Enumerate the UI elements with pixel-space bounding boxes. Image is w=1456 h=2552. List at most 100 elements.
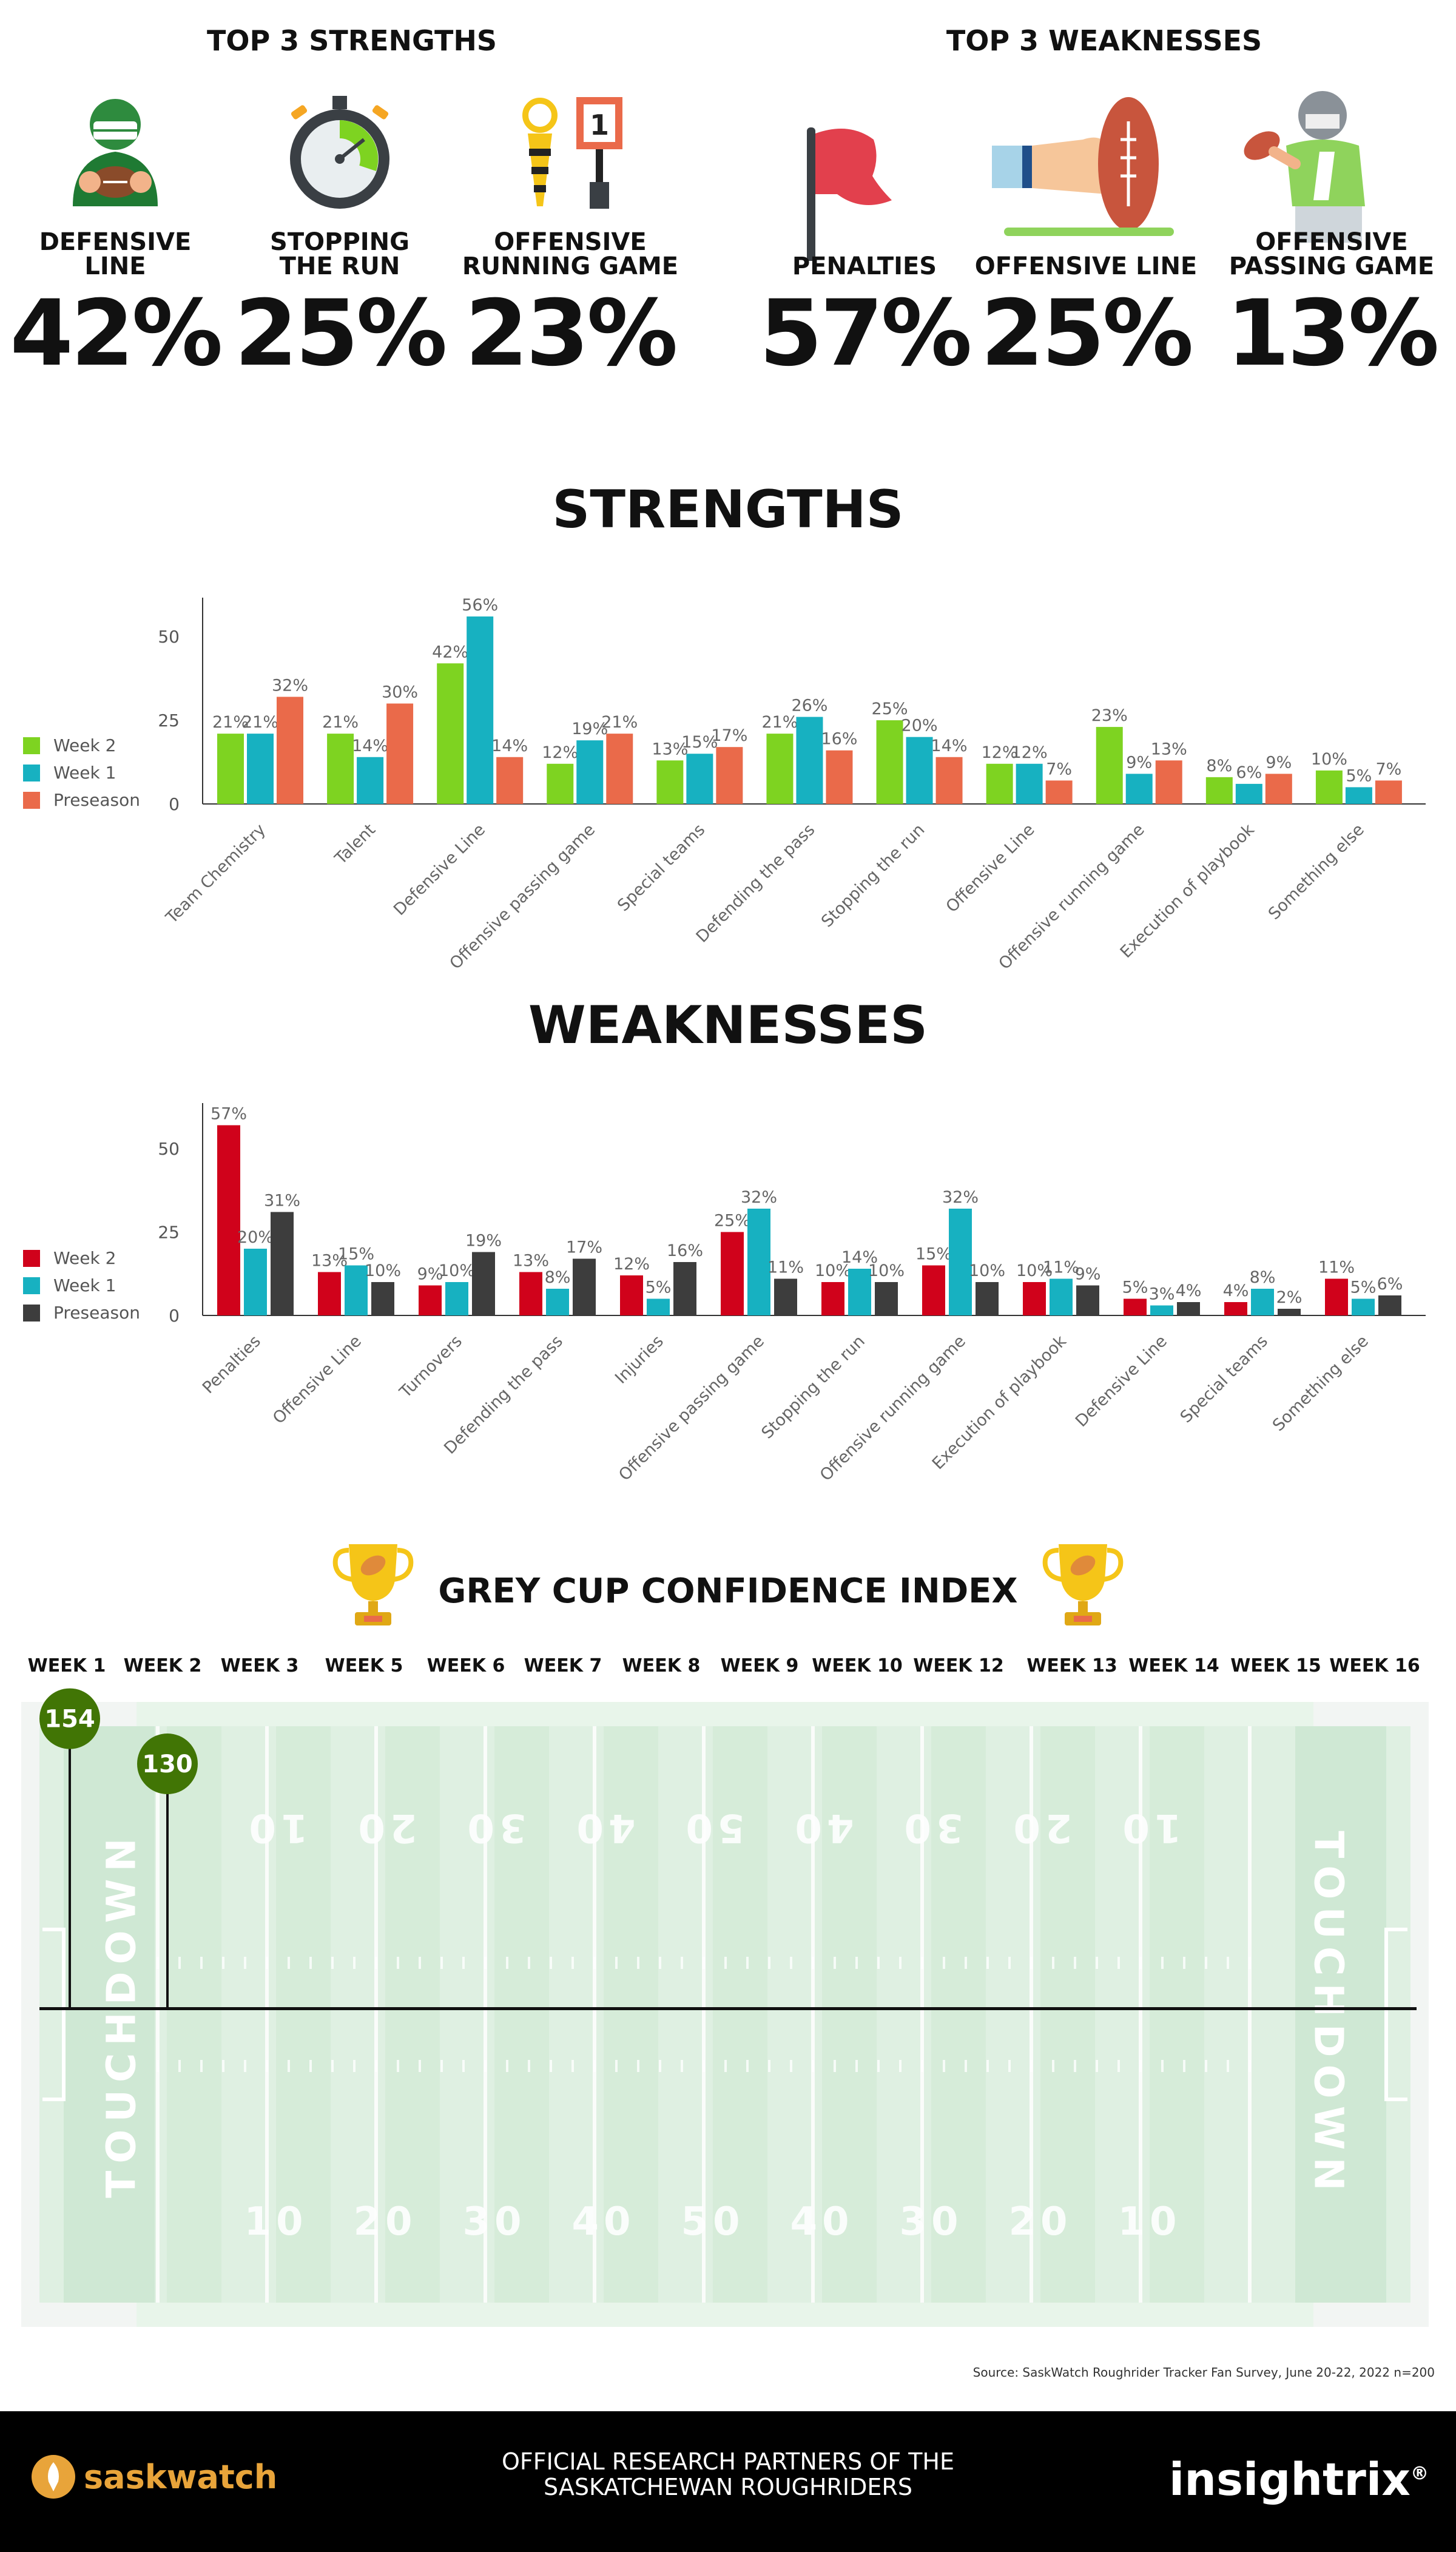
bar (1278, 1309, 1301, 1315)
bar-value-label: 20% (237, 1228, 274, 1247)
bar-value-label: 10% (815, 1261, 851, 1280)
bar-value-label: 10% (365, 1261, 401, 1280)
legend-label: Preseason (53, 1303, 140, 1323)
bar (1124, 1298, 1147, 1315)
bar-value-label: 16% (821, 730, 857, 749)
bar (620, 1275, 643, 1315)
week-label: WEEK 16 (1329, 1655, 1420, 1676)
week-label: WEEK 6 (426, 1655, 505, 1676)
category-label: Special teams (614, 820, 709, 915)
yard-number-bottom: 30 (462, 2199, 527, 2244)
bar (716, 747, 743, 804)
week-label: WEEK 14 (1128, 1655, 1219, 1676)
bar (217, 734, 244, 804)
category-label: Penalties (199, 1332, 265, 1397)
footer-line-2: SASKATCHEWAN ROUGHRIDERS (544, 2474, 912, 2500)
category-label: Injuries (612, 1332, 667, 1388)
svg-text:1: 1 (590, 109, 609, 141)
bar (766, 734, 794, 804)
bar (1315, 770, 1343, 804)
insightrix-logo-text: insightrix (1168, 2454, 1410, 2506)
stopwatch-icon (290, 96, 389, 209)
bar (1265, 774, 1292, 804)
strength-kpi-label: DEFENSIVE LINE (39, 228, 192, 280)
bar (1155, 760, 1182, 804)
category-label: Defensive Line (390, 820, 489, 919)
bar-value-label: 7% (1375, 760, 1401, 778)
strengths-chart-title: STRENGTHS (552, 479, 904, 540)
legend-label: Week 1 (53, 763, 116, 783)
category-label: Something else (1269, 1332, 1372, 1435)
weakness-kpi-text-3: OFFENSIVE PASSING GAME 13% (1216, 228, 1447, 379)
legend-item: Week 2 (23, 735, 116, 755)
bar-value-label: 20% (902, 717, 938, 735)
category-label: Something else (1265, 820, 1368, 923)
legend-label: Week 2 (53, 1248, 116, 1268)
strength-kpi-stopping-run (224, 91, 455, 273)
yard-number-bottom: 20 (1008, 2199, 1073, 2244)
bar-value-label: 4% (1223, 1281, 1249, 1300)
bar-value-label: 17% (566, 1238, 602, 1257)
hand-football-icon (992, 97, 1174, 236)
yard-number-bottom: 40 (571, 2199, 636, 2244)
bar (1325, 1278, 1348, 1315)
bar-value-label: 8% (545, 1268, 571, 1287)
y-tick-label: 25 (158, 711, 180, 731)
bar-value-label: 10% (439, 1261, 475, 1280)
week-label: WEEK 8 (622, 1655, 701, 1676)
bar (949, 1209, 972, 1315)
bar-value-label: 5% (1346, 766, 1372, 785)
bar (1096, 727, 1123, 804)
bar-value-label: 4% (1176, 1281, 1202, 1300)
bar (1205, 777, 1233, 804)
bar-value-label: 9% (1266, 753, 1292, 772)
bar-value-label: 12% (982, 743, 1018, 762)
confidence-value: 154 (44, 1706, 95, 1733)
bar-value-label: 13% (652, 740, 688, 758)
bar (1045, 780, 1073, 804)
bar-value-label: 2% (1276, 1288, 1303, 1307)
bar (419, 1285, 442, 1315)
bar-value-label: 14% (931, 737, 968, 755)
bar (875, 1282, 898, 1315)
penalty-flag-icon (807, 127, 892, 261)
bar-value-label: 10% (1016, 1261, 1053, 1280)
bar-value-label: 21% (601, 713, 638, 732)
bar (1150, 1305, 1173, 1315)
category-label: Offensive Line (942, 820, 1038, 916)
bar-value-label: 26% (791, 697, 827, 715)
bar-value-label: 42% (432, 643, 468, 661)
bar (721, 1232, 744, 1315)
bar (573, 1258, 596, 1315)
footer-line-1: OFFICIAL RESEARCH PARTNERS OF THE (501, 2448, 955, 2475)
week-label: WEEK 13 (1026, 1655, 1117, 1676)
bar-value-label: 10% (868, 1261, 905, 1280)
strength-kpi-value: 23% (465, 281, 678, 387)
bar (247, 734, 274, 804)
bar (1023, 1282, 1046, 1315)
yard-number-bottom: 10 (244, 2199, 308, 2244)
saskwatch-mark-icon (32, 2455, 75, 2499)
bar (747, 1209, 770, 1315)
y-tick-label: 50 (158, 1139, 180, 1159)
confidence-markers: 154 130 (39, 1688, 198, 2008)
bar-value-label: 19% (571, 720, 608, 738)
legend-item: Preseason (23, 790, 140, 810)
weakness-kpi-value: 13% (1226, 281, 1439, 387)
yard-number-bottom: 40 (790, 2199, 854, 2244)
bar (244, 1249, 267, 1315)
bar-value-label: 12% (613, 1255, 650, 1274)
weakness-kpi-text-2: OFFENSIVE LINE 25% (971, 228, 1201, 379)
bar (1177, 1302, 1200, 1315)
bar (318, 1272, 341, 1315)
bar-value-label: 23% (1091, 706, 1128, 725)
bar-value-label: 12% (1011, 743, 1048, 762)
legend-swatch (23, 737, 40, 754)
y-tick-label: 50 (158, 627, 180, 647)
bar-value-label: 25% (872, 700, 908, 718)
insightrix-logo: insightrix® (1169, 2454, 1429, 2506)
top-weaknesses-title: TOP 3 WEAKNESSES (946, 24, 1262, 57)
bar-value-label: 12% (542, 743, 578, 762)
bar (1050, 1278, 1073, 1315)
bar (876, 720, 903, 804)
